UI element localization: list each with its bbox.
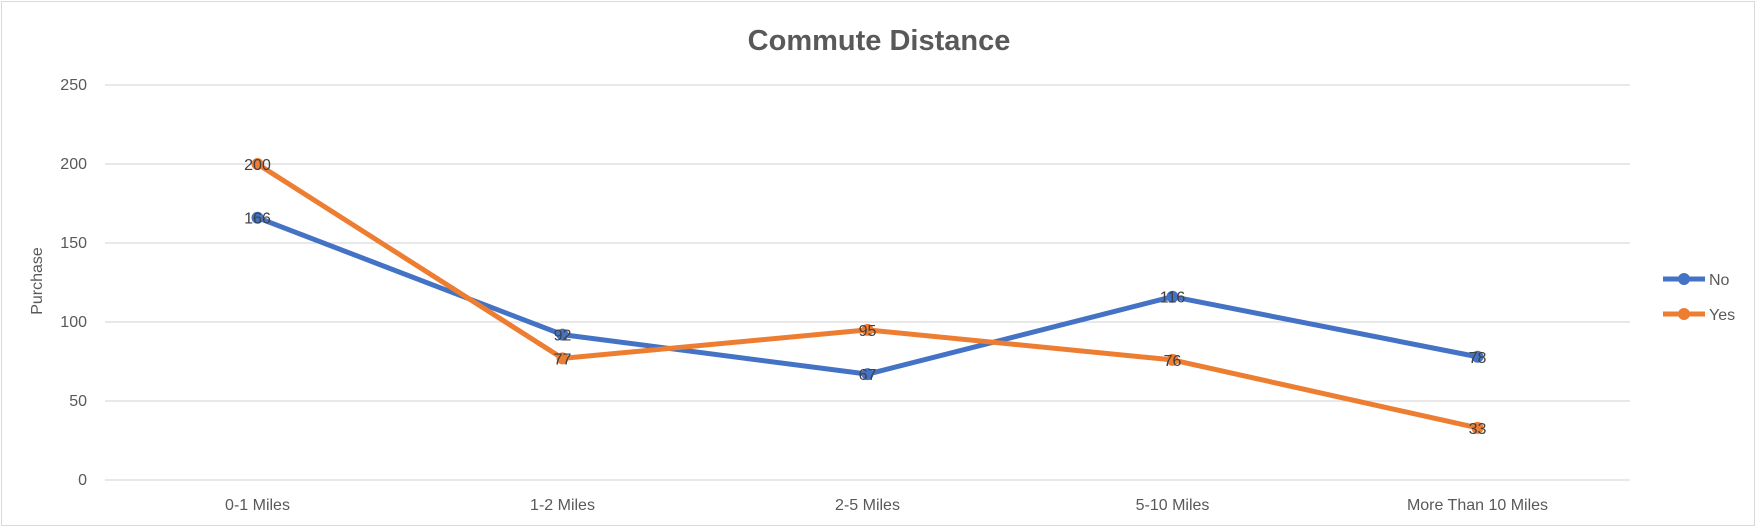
data-point <box>251 211 264 224</box>
data-label: 166 <box>244 211 271 228</box>
data-label: 95 <box>859 323 877 340</box>
x-tick-label: 2-5 Miles <box>835 497 900 514</box>
data-point <box>1471 421 1484 434</box>
data-label: 200 <box>244 157 271 174</box>
data-point <box>251 158 264 170</box>
series-line-no <box>255 215 1480 377</box>
data-point <box>1166 290 1179 303</box>
x-tick-label: 0-1 Miles <box>225 497 290 514</box>
gridlines <box>105 84 1630 481</box>
y-axis-label: Purchase <box>29 247 46 315</box>
data-label: 116 <box>1160 290 1186 307</box>
y-tick-label: 100 <box>60 314 87 331</box>
legend: No Yes <box>1663 272 1735 324</box>
y-tick-label: 0 <box>78 472 87 489</box>
series-line-yes <box>255 161 1480 431</box>
data-labels: 166 92 67 116 78 200 77 95 76 33 <box>244 157 1486 438</box>
legend-label: Yes <box>1709 307 1735 324</box>
data-point <box>556 328 569 341</box>
data-point <box>861 368 874 381</box>
x-tick-label: 5-10 Miles <box>1136 497 1210 514</box>
data-point <box>1471 350 1484 363</box>
data-label: 78 <box>1469 350 1487 367</box>
x-tick-label: 1-2 Miles <box>530 497 595 514</box>
data-label: 92 <box>554 328 572 345</box>
data-label: 67 <box>859 367 877 384</box>
y-axis-ticks: 0 50 100 150 200 250 <box>60 77 87 489</box>
data-label: 76 <box>1164 353 1182 370</box>
data-label: 33 <box>1469 421 1487 438</box>
y-tick-label: 200 <box>60 156 87 173</box>
y-tick-label: 150 <box>60 235 87 252</box>
x-axis-ticks: 0-1 Miles 1-2 Miles 2-5 Miles 5-10 Miles Mor… <box>225 497 1548 514</box>
chart-title: Commute Distance <box>748 25 1011 57</box>
data-label: 77 <box>554 351 572 368</box>
x-tick-label: More Than 10 Miles <box>1407 497 1548 514</box>
legend-marker <box>1678 308 1690 320</box>
y-tick-label: 50 <box>69 393 87 410</box>
data-point <box>1166 353 1179 366</box>
series-lines <box>251 158 1484 434</box>
data-point <box>556 352 569 365</box>
legend-marker <box>1678 273 1690 285</box>
data-point <box>861 323 874 336</box>
y-tick-label: 250 <box>60 77 87 94</box>
legend-label: No <box>1709 272 1730 289</box>
